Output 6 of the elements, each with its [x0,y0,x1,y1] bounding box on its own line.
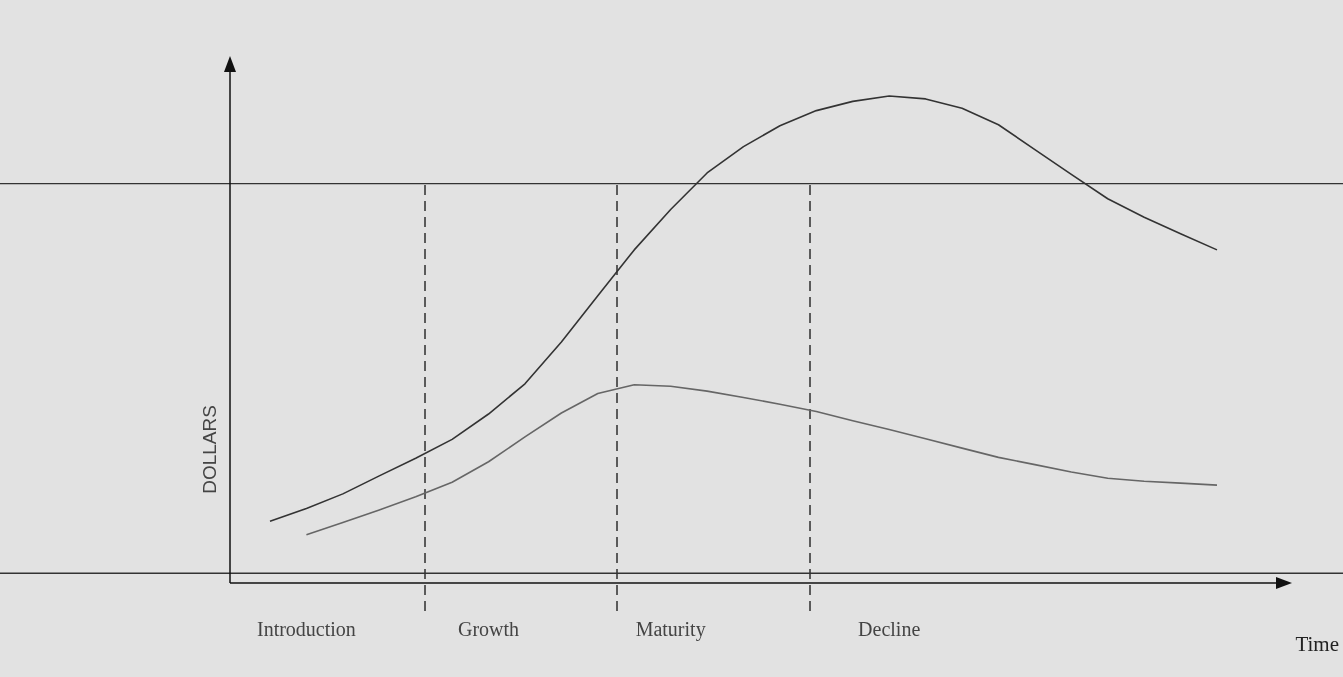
x-axis-title: Time [1295,632,1339,656]
x-tick-label: Maturity [635,618,706,641]
x-tick-label: Decline [858,618,921,640]
x-tick-label: Growth [457,618,520,640]
x-tick-label: Introduction [256,618,356,640]
y-axis-title: DOLLARS [199,405,220,494]
